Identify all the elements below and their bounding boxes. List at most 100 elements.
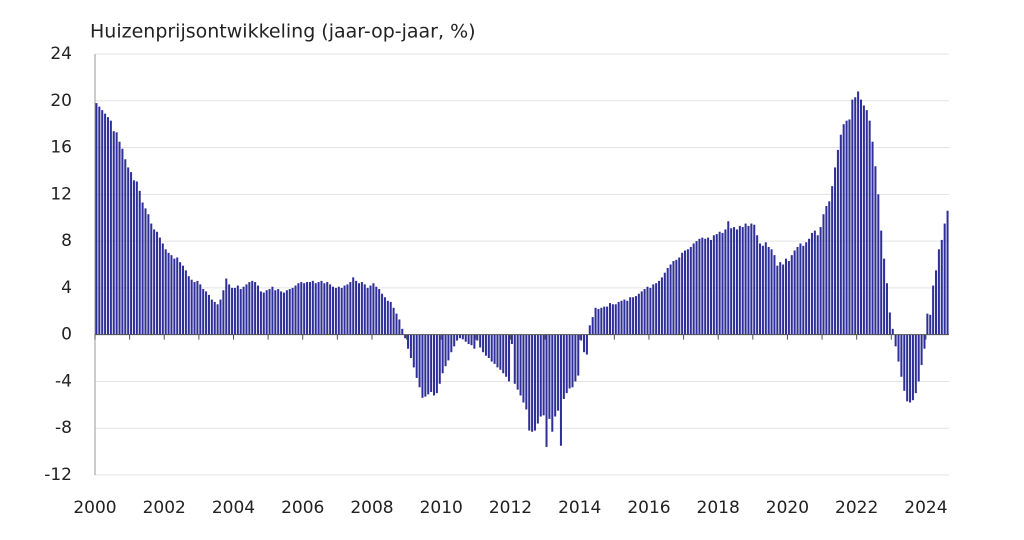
y-tick-label: -4 (55, 371, 72, 391)
bar (663, 272, 666, 335)
bar (326, 282, 329, 335)
bar (909, 334, 912, 403)
bar (320, 280, 323, 335)
bar (891, 328, 894, 335)
bar (349, 282, 352, 335)
bar (802, 245, 805, 335)
bar (372, 283, 375, 335)
bar (401, 328, 404, 335)
bar (894, 334, 897, 347)
bar (709, 239, 712, 335)
bar (776, 265, 779, 335)
bar (845, 120, 848, 335)
bar (839, 134, 842, 335)
bar (306, 282, 309, 335)
bar (415, 334, 418, 378)
bar (646, 286, 649, 335)
bar (533, 334, 536, 431)
bar (822, 214, 825, 335)
bar (288, 289, 291, 335)
bar (479, 334, 482, 348)
y-tick-label: -8 (55, 418, 72, 438)
bar (756, 235, 759, 335)
bar (816, 235, 819, 335)
bar (718, 231, 721, 335)
y-tick-label: 20 (50, 91, 72, 111)
x-tick-label: 2022 (835, 498, 878, 518)
bar (147, 214, 150, 335)
bar (317, 282, 320, 335)
bar (704, 238, 707, 335)
bar (245, 284, 248, 335)
bar (173, 258, 176, 335)
bar (632, 297, 635, 335)
bar (548, 334, 551, 419)
bar (378, 289, 381, 335)
bar (277, 289, 280, 335)
y-tick-label: 12 (50, 184, 72, 204)
bar (935, 270, 938, 335)
bar (236, 285, 239, 335)
bar (458, 334, 461, 339)
bar (297, 283, 300, 335)
bar (669, 264, 672, 335)
bar (412, 334, 415, 368)
bar (744, 223, 747, 335)
bar (219, 299, 222, 335)
bar (614, 304, 617, 335)
bar (897, 334, 900, 362)
bar (346, 284, 349, 335)
bar (770, 249, 773, 335)
x-tick-label: 2002 (143, 498, 186, 518)
bar (623, 299, 626, 335)
bar (101, 110, 104, 335)
bar (502, 334, 505, 374)
bar (187, 276, 190, 335)
bar (603, 306, 606, 335)
bar (868, 120, 871, 335)
bar (329, 284, 332, 335)
bar (464, 334, 467, 342)
bar (444, 334, 447, 367)
bar (735, 229, 738, 335)
bar (574, 334, 577, 382)
x-tick-label: 2020 (766, 498, 809, 518)
bar (629, 297, 632, 335)
bar (179, 262, 182, 335)
bar (404, 334, 407, 339)
chart-title: Huizenprijsontwikkeling (jaar-op-jaar, %… (90, 21, 476, 43)
y-tick-label: 8 (61, 231, 72, 251)
bar (914, 334, 917, 394)
bar (929, 314, 932, 335)
x-tick-label: 2010 (420, 498, 463, 518)
bar (920, 334, 923, 366)
bar (124, 159, 127, 335)
bar (225, 278, 228, 335)
bar (150, 223, 153, 335)
bar (257, 285, 260, 335)
bar (727, 221, 730, 335)
bar (366, 287, 369, 335)
y-tick-label: 24 (50, 44, 72, 64)
bar (274, 290, 277, 335)
bar (121, 148, 124, 335)
bar (484, 334, 487, 356)
x-tick-label: 2000 (73, 498, 116, 518)
bar (923, 334, 926, 349)
bar (675, 259, 678, 335)
bar (834, 167, 837, 335)
bar (917, 334, 920, 382)
bar (522, 334, 525, 403)
bar (207, 294, 210, 335)
bar (184, 270, 187, 335)
bar (695, 241, 698, 335)
bar (813, 230, 816, 335)
bar (130, 172, 133, 335)
bar (730, 228, 733, 335)
bar (611, 304, 614, 335)
bar (228, 284, 231, 335)
bar (828, 201, 831, 335)
y-tick-label: 16 (50, 138, 72, 158)
bar (132, 180, 135, 335)
bar (369, 285, 372, 335)
